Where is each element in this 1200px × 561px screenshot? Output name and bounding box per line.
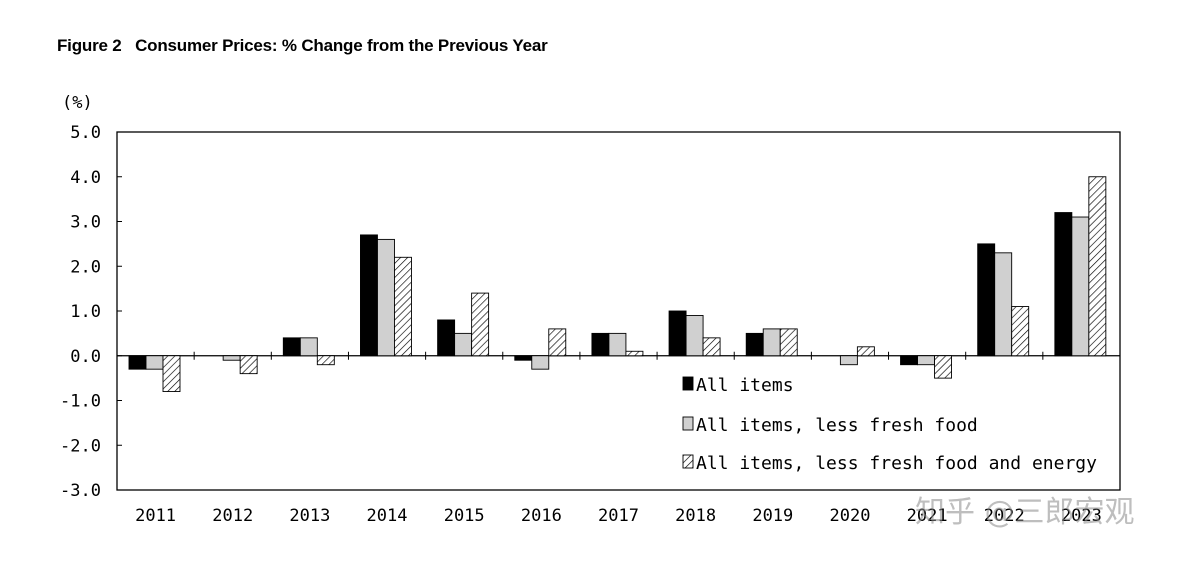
x-tick-label: 2018 [675,506,716,526]
y-tick-label: 4.0 [70,168,101,188]
bar-less-fresh-food-energy-2014 [394,256,412,357]
bar-less-fresh-food-2011 [145,355,164,370]
x-tick-label: 2022 [984,506,1025,526]
x-tick-label: 2016 [521,506,562,526]
legend-label: All items, less fresh food and energy [696,453,1097,474]
plot-frame [116,131,1121,491]
x-tick-label: 2023 [1061,506,1102,526]
bar-less-fresh-food-2021 [917,355,935,366]
bar-all-items-2016 [514,355,533,361]
bar-less-fresh-food-2015 [454,332,473,357]
bar-less-fresh-food-2019 [762,328,781,357]
x-tick-label: 2019 [752,506,793,526]
x-tick-label: 2020 [829,506,870,526]
bar-all-items-2023 [1054,212,1073,357]
x-tick-label: 2011 [135,506,176,526]
bar-less-fresh-food-energy-2019 [779,328,798,357]
bar-less-fresh-food-energy-2011 [162,355,181,392]
bar-less-fresh-food-energy-2022 [1011,306,1030,357]
x-tick-label: 2017 [598,506,639,526]
x-tick-label: 2021 [907,506,948,526]
bar-less-fresh-food-2013 [299,337,318,357]
bar-less-fresh-food-2022 [994,252,1013,357]
y-tick-label: 5.0 [70,123,101,143]
bar-less-fresh-food-2014 [377,238,395,357]
bar-less-fresh-food-energy-2020 [856,346,875,357]
y-axis-unit-label: (%) [62,93,93,113]
bar-less-fresh-food-energy-2013 [316,355,335,366]
y-tick-label: 2.0 [70,257,101,277]
watermark-text: 知乎 @三郎宏观 [915,495,1135,530]
figure-title: Figure 2 Consumer Prices: % Change from … [57,36,548,55]
bar-all-items-2013 [282,337,301,357]
bar-less-fresh-food-2023 [1071,216,1090,357]
y-tick-label: -2.0 [60,436,101,456]
legend-swatch-less-fresh-food-energy [682,454,694,469]
x-tick-label: 2012 [212,506,253,526]
bar-less-fresh-food-2020 [839,355,858,366]
bar-less-fresh-food-2012 [222,355,241,361]
bar-less-fresh-food-energy-2017 [625,350,644,357]
bar-less-fresh-food-energy-2016 [548,328,567,357]
y-tick-label: 3.0 [70,213,101,233]
bar-less-fresh-food-energy-2015 [471,292,490,357]
bar-all-items-2018 [668,310,687,357]
bar-less-fresh-food-energy-2021 [934,355,952,379]
x-tick-label: 2013 [289,506,330,526]
y-tick-label: 1.0 [70,302,101,322]
bar-less-fresh-food-2018 [685,315,704,357]
bar-all-items-2021 [900,355,918,366]
bar-less-fresh-food-energy-2023 [1088,176,1107,357]
bar-less-fresh-food-2016 [531,355,550,370]
bar-all-items-2017 [591,332,610,357]
bar-all-items-2011 [128,355,147,370]
bar-all-items-2019 [745,332,764,357]
legend-swatch-all-items [682,376,694,391]
y-tick-label: 0.0 [70,347,101,367]
bar-less-fresh-food-energy-2012 [239,355,258,375]
x-tick-label: 2015 [444,506,485,526]
bar-less-fresh-food-2017 [608,332,627,357]
legend-label: All items, less fresh food [696,415,978,436]
legend-label: All items [696,375,794,396]
legend-swatch-less-fresh-food [682,416,694,431]
bar-all-items-2022 [977,243,996,357]
bar-all-items-2014 [360,234,378,357]
bar-all-items-2015 [437,319,456,357]
bar-less-fresh-food-energy-2018 [702,337,721,357]
x-tick-label: 2014 [367,506,408,526]
y-tick-label: -1.0 [60,392,101,412]
y-tick-label: -3.0 [60,481,101,501]
